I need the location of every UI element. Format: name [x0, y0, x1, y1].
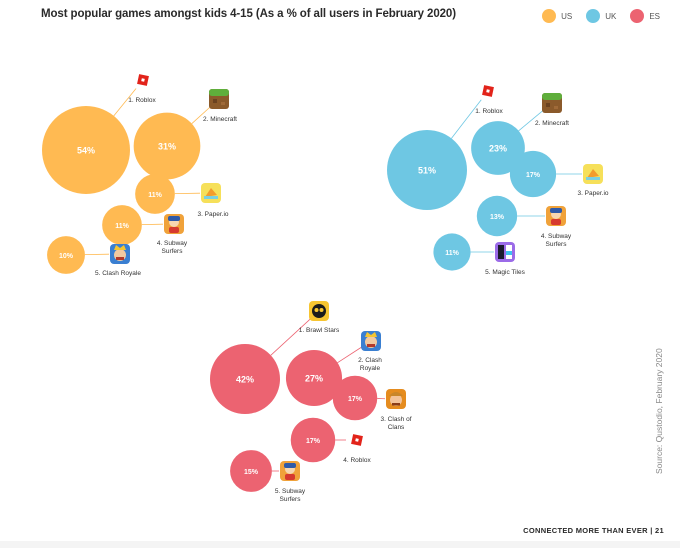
bubble-roblox-uk — [387, 130, 467, 210]
bubble-clash-of-clans-es — [332, 375, 378, 421]
paperio-icon — [201, 183, 221, 203]
bubble-value-label: 10% — [59, 253, 74, 260]
bubble-clash-royale-us — [47, 236, 85, 274]
roblox-icon — [137, 74, 149, 86]
bubble-value-label: 11% — [445, 250, 459, 257]
bubble-minecraft-us — [133, 112, 201, 180]
clash-of-clans-icon — [386, 389, 406, 409]
bubble-group-us: 54% 1. Roblox 31% 2. Minecraft 11% 3. Paper.i… — [42, 74, 237, 277]
bubble-brawl-stars-es — [210, 344, 280, 414]
bubble-value-label: 15% — [244, 469, 259, 476]
game-label: 3. Paper.io — [577, 190, 608, 197]
game-label: 4. Subway Surfers — [541, 233, 572, 248]
bubble-paper-io-us — [135, 174, 175, 214]
bubble-value-label: 42% — [236, 375, 254, 385]
legend-label-es: ES — [649, 11, 660, 21]
clash-royale-icon — [110, 244, 130, 264]
game-label: 3. Clash of Clans — [380, 416, 411, 431]
connector-line — [113, 88, 137, 117]
connector-line — [191, 106, 212, 124]
subway-surfers-icon — [280, 461, 300, 481]
legend: US UK ES — [542, 9, 660, 23]
connector-line — [270, 318, 312, 356]
bubble-value-label: 31% — [158, 142, 176, 152]
connector-line — [451, 99, 482, 139]
game-label: 2. Minecraft — [203, 116, 237, 123]
legend-label-us: US — [561, 11, 573, 21]
connector-line — [337, 346, 362, 364]
legend-item-es: ES — [630, 9, 660, 23]
minecraft-icon — [542, 93, 562, 113]
game-label: 3. Paper.io — [197, 211, 228, 218]
page-footer: CONNECTED MORE THAN EVER | 21 — [523, 526, 664, 535]
legend-label-uk: UK — [605, 11, 617, 21]
bubble-group-uk: 51% 1. Roblox 23% 2. Minecraft 17% 3. Paper.i… — [387, 85, 609, 276]
bubble-subway-surfers-us — [102, 205, 142, 245]
game-label: 5. Subway Surfers — [275, 488, 306, 503]
clash-royale-icon — [361, 331, 381, 351]
legend-item-us: US — [542, 9, 572, 23]
game-label: 4. Subway Surfers — [157, 240, 188, 255]
bubble-value-label: 17% — [526, 172, 541, 179]
chart-title: Most popular games amongst kids 4-15 (As… — [41, 8, 456, 20]
bubble-value-label: 17% — [306, 438, 321, 445]
bubble-minecraft-uk — [471, 121, 525, 175]
legend-item-uk: UK — [586, 9, 616, 23]
bubble-subway-surfers-es — [230, 450, 272, 492]
bubble-value-label: 51% — [418, 166, 436, 176]
game-label: 2. Minecraft — [535, 120, 569, 127]
roblox-icon — [482, 85, 494, 97]
bubble-value-label: 11% — [148, 192, 162, 199]
bubble-value-label: 11% — [115, 223, 129, 230]
bubble-magic-tiles-uk — [433, 233, 471, 271]
game-label: 5. Clash Royale — [95, 270, 141, 277]
game-label: 1. Brawl Stars — [299, 327, 340, 334]
bubble-roblox-es — [290, 417, 336, 463]
bubble-value-label: 23% — [489, 144, 507, 154]
bubble-clash-royale-es — [285, 349, 343, 407]
game-label: 1. Roblox — [475, 108, 503, 115]
magic-tiles-icon — [495, 242, 515, 262]
game-label: 2. Clash Royale — [358, 357, 382, 372]
source-note: Source: Qustodio, February 2020 — [654, 348, 664, 474]
minecraft-icon — [209, 89, 229, 109]
game-label: 4. Roblox — [343, 457, 371, 464]
legend-swatch-uk — [586, 9, 601, 23]
bubble-value-label: 17% — [348, 396, 363, 403]
legend-swatch-us — [542, 9, 557, 23]
bubble-value-label: 54% — [77, 146, 95, 156]
bubble-value-label: 13% — [490, 214, 505, 221]
footer-bar — [0, 541, 680, 548]
game-label: 5. Magic Tiles — [485, 269, 525, 276]
game-label: 1. Roblox — [128, 97, 156, 104]
bubble-paper-io-uk — [509, 150, 557, 198]
bubble-roblox-us — [42, 106, 130, 194]
brawl-stars-icon — [309, 301, 329, 321]
bubble-subway-surfers-uk — [476, 195, 518, 237]
subway-surfers-icon — [164, 214, 184, 234]
bubble-value-label: 27% — [305, 374, 323, 384]
connector-line — [518, 109, 544, 132]
subway-surfers-icon — [546, 206, 566, 226]
legend-swatch-es — [630, 9, 645, 23]
roblox-icon — [351, 434, 363, 446]
paperio-icon — [583, 164, 603, 184]
bubble-group-es: 42% 1. Brawl Stars 27% 2. Clash Royale 17% 3. … — [210, 301, 412, 503]
